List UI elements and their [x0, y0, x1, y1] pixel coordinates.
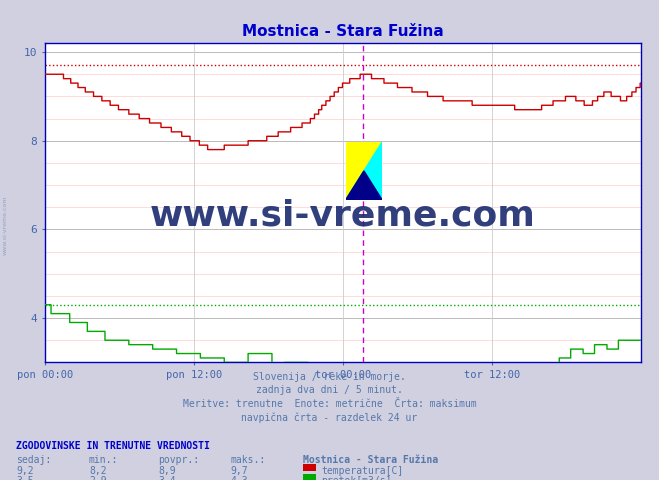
Text: sedaj:: sedaj: [16, 455, 51, 465]
Text: 3,5: 3,5 [16, 476, 34, 480]
Text: 9,7: 9,7 [231, 466, 248, 476]
Text: 9,2: 9,2 [16, 466, 34, 476]
Text: 2,9: 2,9 [89, 476, 107, 480]
Text: pretok[m3/s]: pretok[m3/s] [322, 476, 392, 480]
Text: navpična črta - razdelek 24 ur: navpična črta - razdelek 24 ur [241, 412, 418, 423]
Text: www.si-vreme.com: www.si-vreme.com [3, 196, 8, 255]
Text: zadnja dva dni / 5 minut.: zadnja dva dni / 5 minut. [256, 385, 403, 396]
Text: 8,9: 8,9 [158, 466, 176, 476]
Text: povpr.:: povpr.: [158, 455, 199, 465]
Polygon shape [346, 142, 382, 200]
Title: Mostnica - Stara Fužina: Mostnica - Stara Fužina [242, 24, 444, 39]
Text: Meritve: trenutne  Enote: metrične  Črta: maksimum: Meritve: trenutne Enote: metrične Črta: … [183, 399, 476, 409]
Text: 4,3: 4,3 [231, 476, 248, 480]
Text: ZGODOVINSKE IN TRENUTNE VREDNOSTI: ZGODOVINSKE IN TRENUTNE VREDNOSTI [16, 441, 210, 451]
Text: www.si-vreme.com: www.si-vreme.com [150, 199, 536, 233]
Text: maks.:: maks.: [231, 455, 266, 465]
Polygon shape [346, 142, 382, 200]
Text: temperatura[C]: temperatura[C] [322, 466, 404, 476]
Text: Mostnica - Stara Fužina: Mostnica - Stara Fužina [303, 455, 438, 465]
Text: Slovenija / reke in morje.: Slovenija / reke in morje. [253, 372, 406, 382]
Polygon shape [346, 171, 382, 200]
Text: min.:: min.: [89, 455, 119, 465]
Text: 3,4: 3,4 [158, 476, 176, 480]
Text: 8,2: 8,2 [89, 466, 107, 476]
